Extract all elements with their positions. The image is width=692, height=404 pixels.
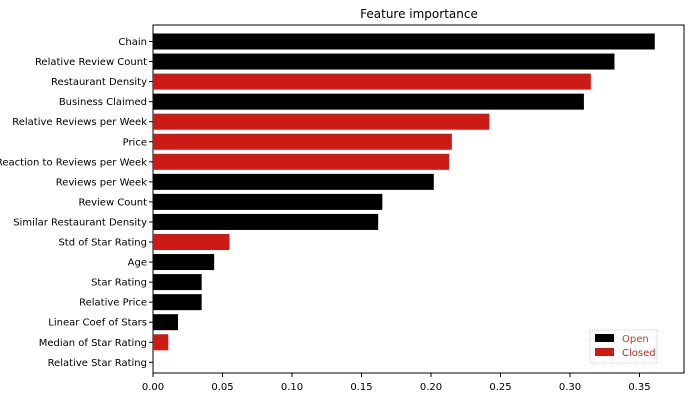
bar-relative-reviews-per-week [153, 113, 490, 130]
bar-chain [153, 33, 655, 50]
bar-linear-coef-of-stars [153, 314, 179, 331]
x-tick-label: 0.30 [559, 382, 581, 393]
x-axis: 0.00 0.05 0.10 0.15 0.20 0.25 0.30 0.35 [142, 373, 651, 393]
category-labels: Chain Relative Review Count Restaurant Den… [0, 37, 153, 369]
chart-title: Feature importance [360, 7, 478, 21]
category-label: Review Count [78, 197, 147, 208]
category-label: Price [123, 137, 147, 148]
legend-swatch-closed [595, 348, 614, 356]
category-label: Relative Reviews per Week [12, 117, 147, 128]
category-label: Reaction to Reviews per Week [0, 157, 147, 168]
bar-median-of-star-rating [153, 334, 169, 351]
bar-relative-review-count [153, 53, 615, 70]
category-label: Linear Coef of Stars [48, 318, 147, 329]
legend-label-closed: Closed [622, 348, 656, 359]
bar-price [153, 133, 452, 150]
category-label: Relative Star Rating [48, 358, 147, 369]
category-label: Relative Review Count [35, 57, 147, 68]
legend-label-open: Open [622, 334, 649, 345]
legend-swatch-open [595, 334, 614, 342]
category-label: Restaurant Density [51, 77, 147, 88]
bar-reaction-to-reviews-per-week [153, 153, 450, 170]
category-label: Similar Restaurant Density [13, 217, 147, 228]
x-tick-label: 0.25 [489, 382, 511, 393]
category-label: Std of Star Rating [58, 238, 147, 249]
category-label: Star Rating [91, 278, 147, 289]
x-tick-label: 0.05 [211, 382, 233, 393]
bar-business-claimed [153, 93, 584, 110]
x-tick-label: 0.15 [350, 382, 372, 393]
legend: Open Closed [589, 329, 658, 364]
bar-review-count [153, 193, 383, 210]
category-label: Relative Price [79, 298, 147, 309]
bar-reviews-per-week [153, 173, 434, 190]
bar-star-rating [153, 274, 202, 291]
category-label: Median of Star Rating [39, 338, 147, 349]
bar-similar-restaurant-density [153, 213, 379, 230]
x-tick-label: 0.35 [628, 382, 650, 393]
x-tick-label: 0.00 [142, 382, 164, 393]
x-tick-label: 0.20 [420, 382, 442, 393]
category-label: Business Claimed [59, 97, 147, 108]
bar-restaurant-density [153, 73, 591, 90]
x-tick-label: 0.10 [281, 382, 303, 393]
category-label: Chain [118, 37, 147, 48]
bar-relative-price [153, 294, 202, 311]
category-label: Age [128, 258, 147, 269]
category-label: Reviews per Week [56, 177, 147, 188]
bar-age [153, 254, 215, 271]
bar-std-of-star-rating [153, 234, 230, 250]
bars-group [153, 33, 655, 351]
